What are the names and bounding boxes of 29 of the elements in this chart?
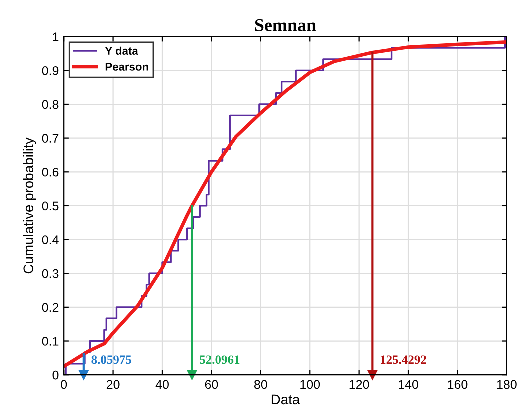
x-tick-label: 140 (399, 380, 418, 390)
y-axis-title: Cumulative probability (23, 138, 36, 274)
y-tick-label: 1 (53, 32, 59, 42)
x-tick-label: 20 (106, 380, 120, 390)
y-tick-label: 0.1 (42, 337, 59, 346)
x-tick-label: 180 (497, 380, 517, 390)
y-tick-label: 0.9 (42, 66, 59, 76)
y-tick-label: 0.4 (42, 236, 59, 244)
x-axis-title: Data (272, 394, 300, 405)
y-tick-label: 0.5 (42, 202, 59, 211)
y-tick-label: 0 (52, 370, 59, 380)
y-tick-label: 0.8 (42, 100, 59, 110)
y-tick-label: 0.2 (42, 303, 59, 312)
ref-line-label: 52.0961 (200, 356, 240, 364)
x-tick-label: 120 (350, 380, 370, 390)
ref-line-label: 8.05975 (92, 356, 132, 364)
chart-title: Semnan (255, 19, 316, 32)
y-tick-label: 0.7 (42, 134, 59, 143)
x-tick-label: 40 (156, 380, 169, 390)
x-tick-label: 0 (61, 380, 68, 390)
legend-label: Y data (105, 46, 138, 56)
legend-label: Pearson (106, 63, 148, 71)
x-tick-label: 60 (205, 380, 218, 390)
y-tick-label: 0.3 (42, 269, 59, 278)
x-tick-label: 80 (254, 380, 268, 390)
x-tick-label: 160 (448, 380, 468, 390)
ref-line-label: 125.4292 (381, 356, 426, 364)
x-tick-label: 100 (300, 380, 320, 390)
y-tick-label: 0.6 (42, 168, 59, 177)
